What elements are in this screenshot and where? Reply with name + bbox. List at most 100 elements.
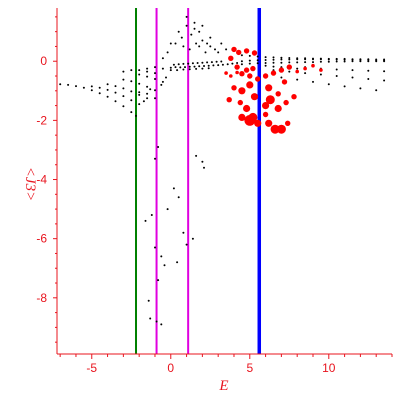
data-point: [90, 85, 93, 88]
data-point: [319, 68, 323, 72]
data-point: [187, 62, 190, 65]
data-point: [226, 97, 232, 103]
data-point: [149, 88, 152, 91]
data-point: [243, 48, 250, 54]
data-point: [255, 76, 261, 82]
data-point: [265, 119, 273, 127]
data-point: [283, 99, 289, 106]
data-point: [226, 63, 229, 66]
data-point: [225, 48, 228, 51]
data-point: [209, 36, 212, 39]
data-point: [201, 24, 204, 27]
data-point: [280, 56, 283, 59]
data-point: [149, 317, 152, 320]
data-point: [130, 80, 133, 83]
data-point: [114, 91, 117, 94]
data-point: [198, 30, 201, 33]
data-point: [220, 60, 223, 63]
y-tick-label: 0: [40, 54, 47, 68]
data-point: [280, 76, 283, 79]
data-point: [154, 97, 156, 100]
data-point: [176, 69, 179, 72]
data-point: [98, 92, 101, 95]
data-point: [327, 60, 330, 63]
data-point: [184, 66, 186, 69]
y-tick-label: -2: [36, 113, 47, 127]
data-point: [231, 46, 237, 53]
data-point: [312, 57, 314, 60]
data-point: [215, 60, 218, 63]
data-point: [172, 187, 175, 190]
data-point: [212, 64, 215, 67]
data-point: [130, 90, 133, 93]
data-point: [343, 57, 346, 60]
data-point: [234, 64, 240, 70]
data-point: [138, 82, 141, 85]
data-point: [172, 63, 175, 66]
data-point: [221, 63, 224, 66]
data-point: [264, 64, 267, 67]
data-point: [335, 68, 338, 71]
data-point: [243, 67, 250, 73]
data-point: [160, 83, 163, 86]
data-point: [190, 33, 193, 36]
data-point: [236, 62, 239, 64]
data-point: [214, 48, 216, 51]
data-point: [154, 78, 156, 80]
data-point: [359, 87, 362, 90]
data-point: [288, 61, 291, 64]
data-point: [198, 45, 201, 48]
data-point: [270, 124, 280, 134]
data-point: [130, 69, 133, 72]
data-point: [206, 42, 209, 45]
data-point: [250, 93, 259, 101]
data-point: [224, 71, 228, 75]
data-point: [203, 65, 205, 67]
data-point: [303, 66, 307, 71]
data-point: [201, 39, 204, 42]
data-point: [367, 78, 370, 80]
data-point: [154, 72, 156, 75]
data-point: [280, 58, 283, 61]
data-point: [90, 89, 93, 92]
data-point: [304, 61, 307, 64]
data-point: [122, 105, 125, 108]
data-point: [114, 85, 117, 88]
data-point: [182, 231, 185, 234]
data-point: [248, 59, 251, 62]
data-point: [198, 65, 201, 68]
vertical-lines: [135, 8, 262, 354]
data-point: [275, 91, 281, 97]
data-point: [229, 74, 233, 78]
data-point: [188, 48, 191, 51]
data-point: [138, 73, 141, 76]
data-point: [201, 160, 204, 163]
data-point: [146, 85, 149, 88]
data-point: [375, 58, 378, 61]
data-point: [254, 119, 262, 127]
data-point: [291, 94, 297, 100]
data-point: [217, 51, 220, 54]
data-point: [343, 85, 346, 88]
data-point: [154, 66, 156, 69]
data-point: [166, 208, 169, 211]
data-point: [191, 237, 194, 240]
data-point: [312, 80, 314, 83]
data-point: [383, 70, 386, 73]
data-point: [150, 214, 153, 216]
data-point: [209, 45, 212, 48]
data-point: [327, 83, 330, 86]
data-point: [195, 42, 198, 45]
data-point: [196, 62, 199, 64]
data-point: [146, 97, 149, 100]
data-point: [193, 27, 196, 30]
data-point: [195, 67, 198, 70]
data-point: [343, 60, 346, 63]
y-axis-title: <J3>: [22, 167, 38, 201]
data-point: [191, 62, 194, 65]
data-point: [207, 67, 210, 70]
data-point: [174, 66, 177, 69]
data-point: [177, 196, 180, 199]
data-point: [351, 69, 354, 72]
